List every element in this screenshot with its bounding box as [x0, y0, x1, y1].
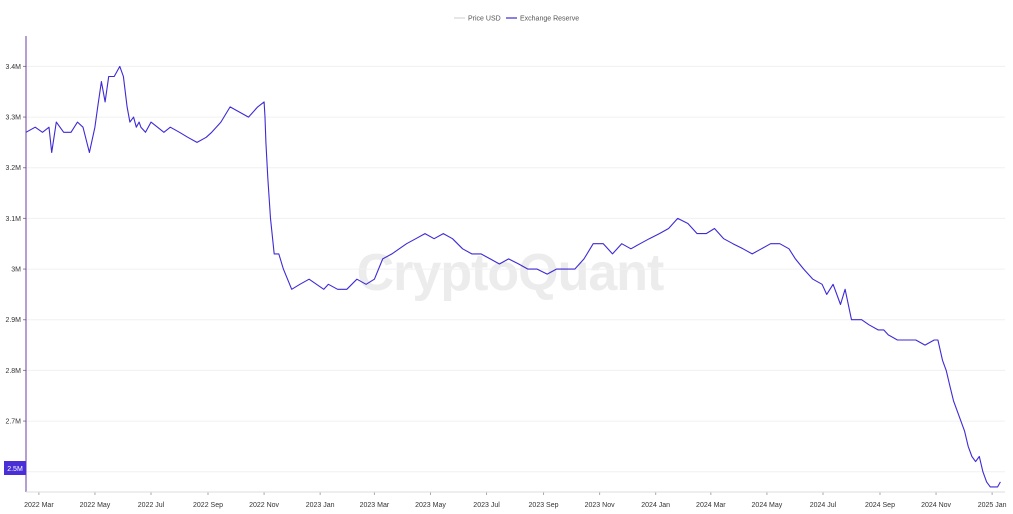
last-value-badge-bg — [4, 461, 26, 475]
x-tick-label: 2023 Jan — [306, 502, 335, 509]
exchange-reserve-line[interactable] — [25, 65, 1001, 488]
x-tick-label: 2023 Sep — [529, 502, 559, 509]
x-axis-ticks: 2022 Mar 2022 May 2022 Jul 2022 Sep 2022 Nov… — [24, 492, 1007, 509]
legend-label-exchange-reserve: Exchange Reserve — [520, 16, 579, 23]
y-tick-label: 3.2M — [5, 165, 21, 172]
x-tick-label: 2023 Jul — [473, 502, 500, 509]
x-tick-label: 2024 May — [752, 502, 783, 509]
x-tick-label: 2024 Nov — [921, 502, 951, 509]
last-value-label: 2.5M — [7, 466, 23, 473]
watermark: CryptoQuant — [357, 244, 664, 302]
y-tick-label: 3.3M — [5, 115, 21, 122]
x-tick-label: 2023 Mar — [360, 502, 390, 509]
x-tick-label: 2022 Sep — [193, 502, 223, 509]
x-tick-label: 2022 Mar — [24, 502, 54, 509]
y-tick-label: 2.9M — [5, 317, 21, 324]
x-tick-label: 2024 Jul — [810, 502, 837, 509]
x-tick-label: 2023 May — [415, 502, 446, 509]
x-tick-label: 2022 Jul — [138, 502, 165, 509]
y-tick-label: 2.8M — [5, 368, 21, 375]
grid-lines — [26, 65, 1005, 473]
last-value-badge: 2.5M — [4, 461, 26, 475]
y-tick-label: 3.1M — [5, 216, 21, 223]
x-tick-label: 2024 Sep — [865, 502, 895, 509]
y-tick-label: 3M — [11, 267, 21, 274]
legend-label-price: Price USD — [468, 16, 501, 23]
x-tick-label: 2022 Nov — [249, 502, 279, 509]
x-tick-label: 2024 Mar — [696, 502, 726, 509]
y-tick-label: 2.7M — [5, 419, 21, 426]
legend: Price USD Exchange Reserve — [454, 16, 579, 23]
y-tick-label: 3.4M — [5, 64, 21, 71]
x-tick-label: 2023 Nov — [585, 502, 615, 509]
legend-item-price[interactable]: Price USD — [454, 16, 501, 23]
x-tick-label: 2024 Jan — [641, 502, 670, 509]
legend-item-exchange-reserve[interactable]: Exchange Reserve — [506, 16, 579, 23]
x-tick-label: 2025 Jan — [978, 502, 1007, 509]
x-tick-label: 2022 May — [80, 502, 111, 509]
